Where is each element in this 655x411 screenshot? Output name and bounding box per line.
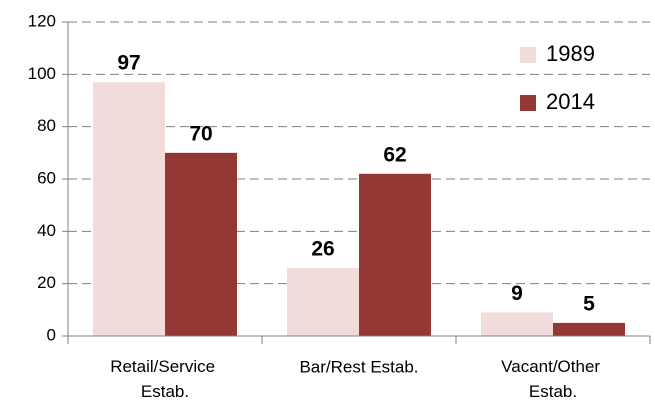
value-label: 9 — [511, 282, 523, 305]
value-label: 70 — [189, 122, 212, 145]
x-tick-line: Retail/Service — [110, 357, 220, 376]
value-label: 62 — [383, 143, 406, 166]
y-tick-label: 20 — [37, 273, 56, 292]
bar — [359, 173, 431, 336]
legend-swatch — [520, 47, 536, 63]
bar — [287, 267, 359, 336]
y-tick-label: 60 — [37, 168, 56, 187]
y-tick-label: 100 — [28, 64, 56, 83]
legend-label: 1989 — [546, 41, 595, 66]
bar — [553, 322, 625, 336]
x-tick-label: Vacant/Other Estab. — [501, 357, 605, 401]
y-tick-label: 80 — [37, 116, 56, 135]
bar — [93, 82, 165, 336]
x-tick-line: Vacant/Other — [501, 357, 605, 376]
value-label: 97 — [117, 52, 140, 75]
x-tick-label: Bar/Rest Estab. — [299, 357, 418, 376]
x-tick-line: Estab. — [141, 382, 189, 401]
legend-label: 2014 — [546, 89, 595, 114]
value-label: 5 — [583, 292, 595, 315]
y-tick-label: 40 — [37, 221, 56, 240]
legend-swatch — [520, 95, 536, 111]
y-tick-label: 0 — [47, 325, 56, 344]
bar — [481, 312, 553, 336]
bar — [165, 152, 237, 336]
x-tick-line: Estab. — [529, 382, 577, 401]
y-tick-label: 120 — [28, 11, 56, 30]
value-label: 26 — [311, 238, 334, 261]
x-tick-label: Retail/Service Estab. — [110, 357, 220, 401]
